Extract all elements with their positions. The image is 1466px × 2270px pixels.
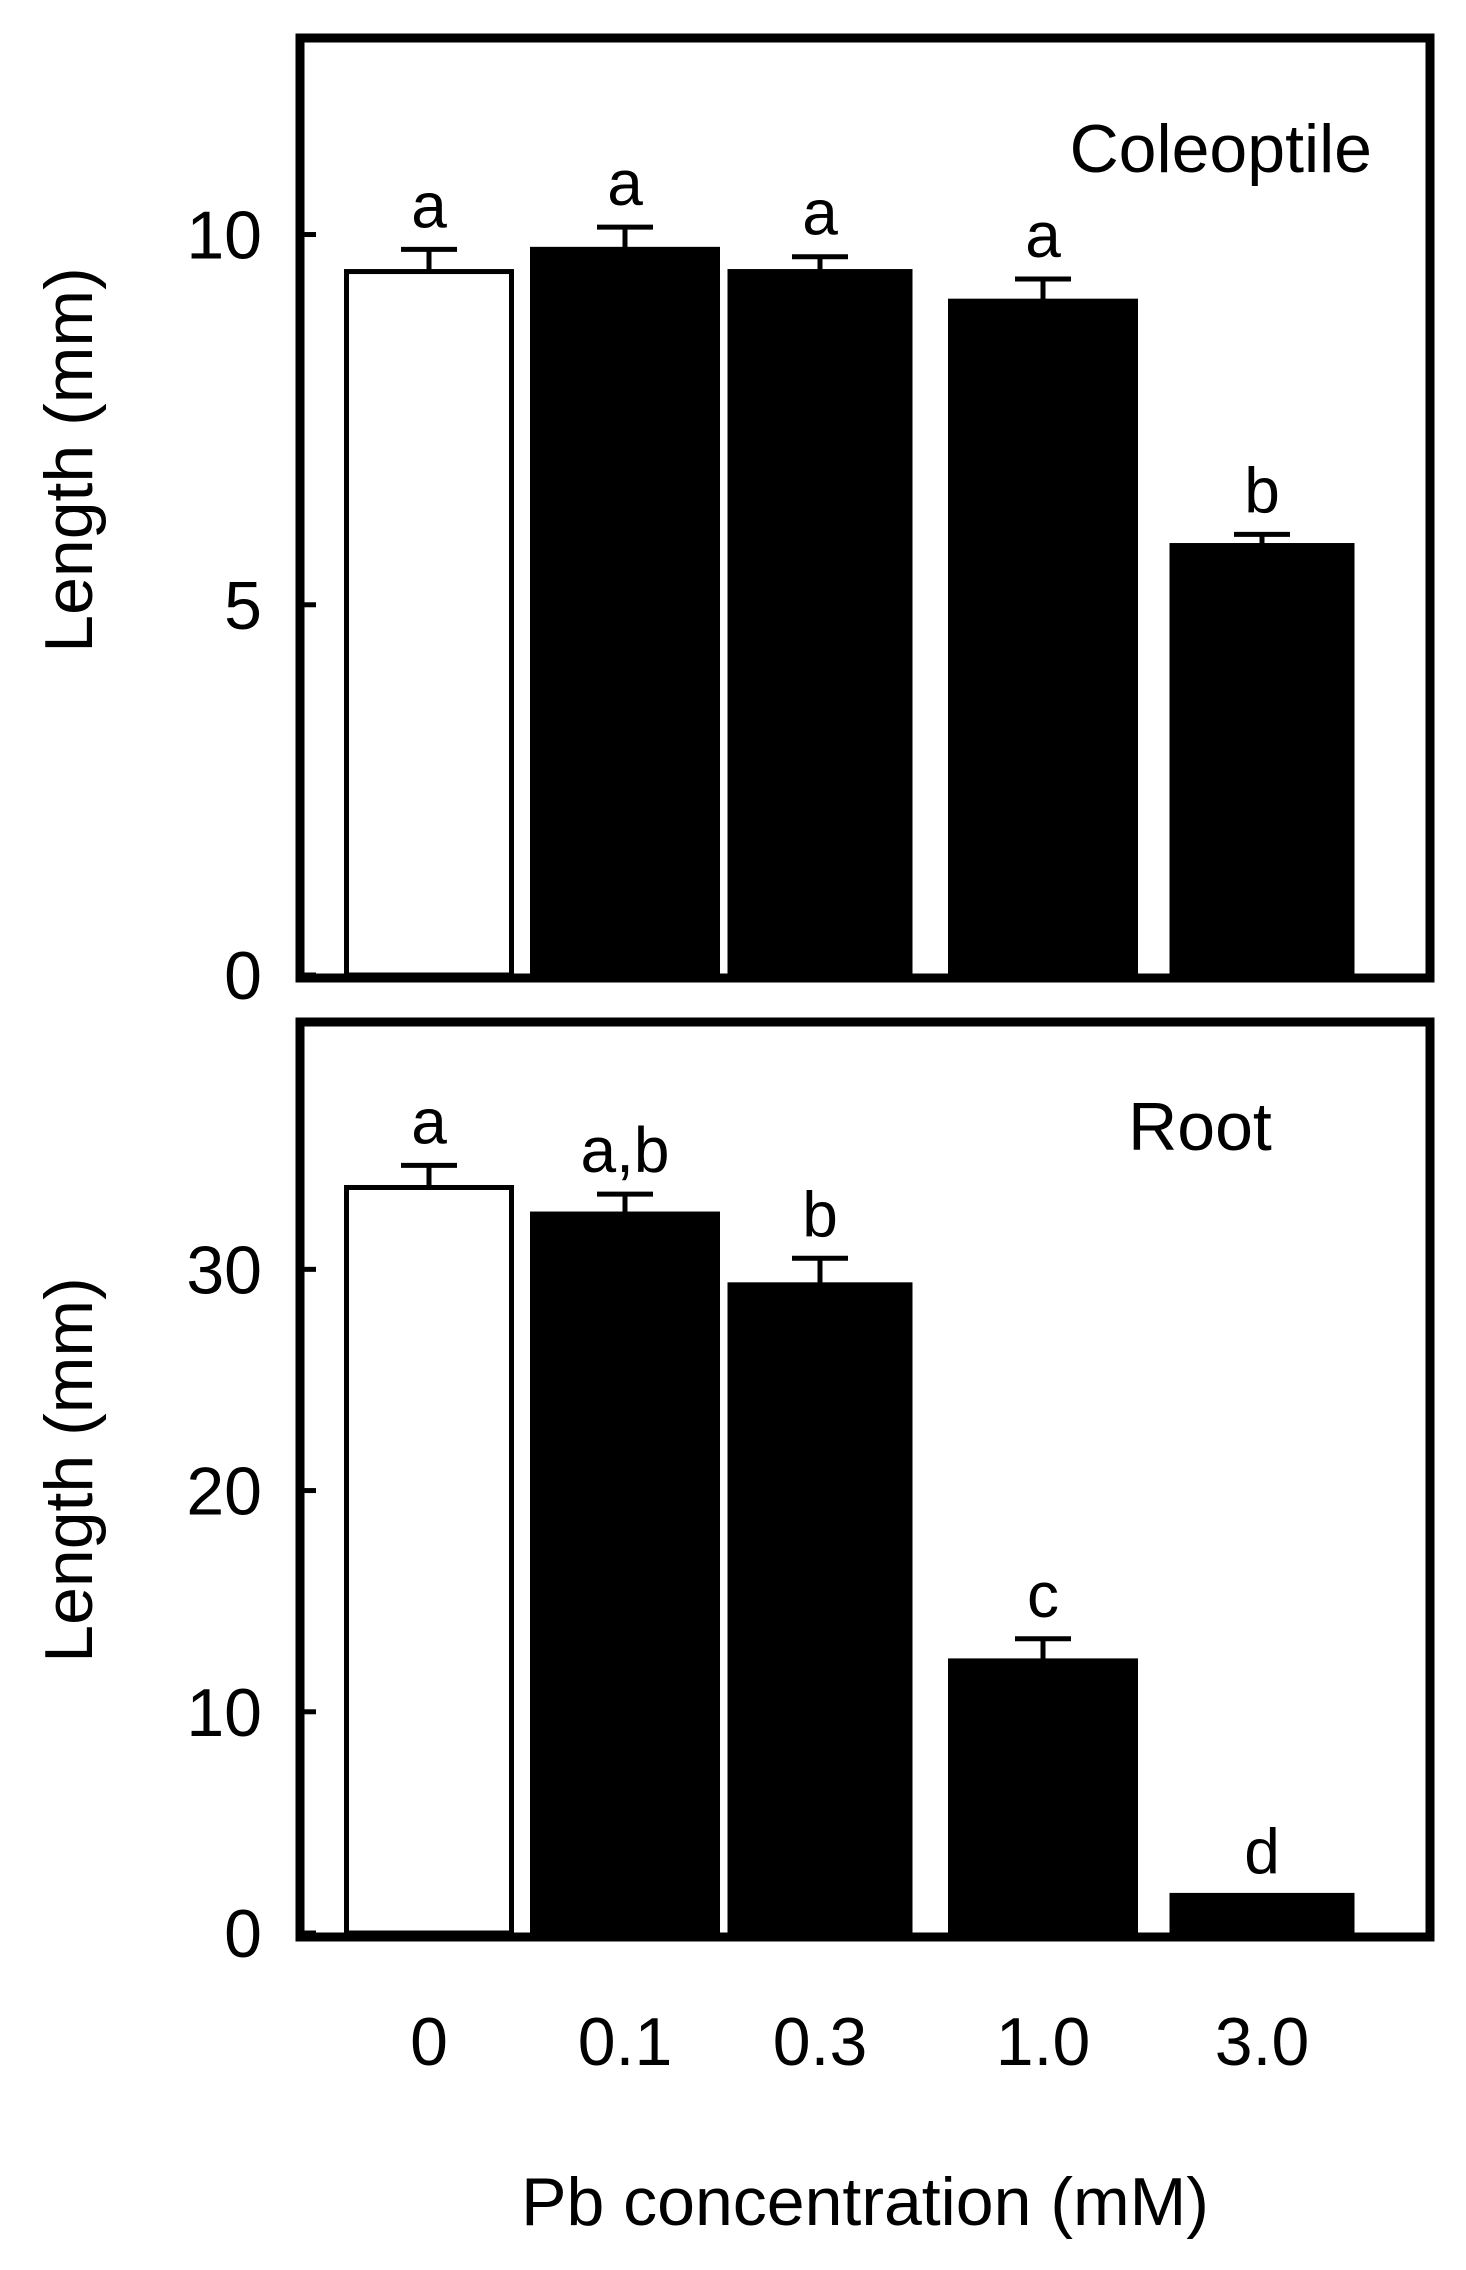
root-significance-label: d [1244, 1815, 1280, 1887]
x-tick-label: 0.3 [773, 2004, 868, 2080]
root-panel: a a,b b c d 0 10 20 30 0 0.1 0.3 1.0 3.0 Root Lengt… [31, 1017, 1435, 2240]
coleoptile-significance-label: a [411, 169, 447, 241]
coleoptile-bar [530, 246, 720, 978]
coleoptile-panel-label: Coleoptile [1070, 111, 1372, 187]
root-y-tick-label: 0 [224, 1896, 262, 1972]
coleoptile-bar [948, 298, 1138, 978]
coleoptile-bar [727, 269, 913, 978]
coleoptile-y-tick-label: 10 [186, 198, 262, 274]
coleoptile-bar [344, 269, 514, 978]
root-significance-label: a [411, 1085, 447, 1157]
root-bar [948, 1658, 1138, 1936]
coleoptile-y-ticks: 0 5 10 [186, 198, 316, 1014]
root-y-tick-label: 10 [186, 1675, 262, 1751]
coleoptile-plot-frame [295, 33, 1435, 983]
root-bars: a a,b b c d [344, 1085, 1355, 1936]
root-y-axis-title: Length (mm) [31, 1277, 107, 1662]
x-tick-label: 0.1 [578, 2004, 673, 2080]
x-tick-label: 0 [410, 2004, 448, 2080]
root-bar [727, 1282, 913, 1936]
root-bar [344, 1184, 514, 1936]
root-significance-label: a,b [581, 1114, 670, 1186]
coleoptile-significance-label: a [1025, 199, 1061, 271]
coleoptile-bar [1169, 543, 1355, 978]
root-plot-frame [295, 1017, 1435, 1942]
root-y-tick-label: 30 [186, 1232, 262, 1308]
x-tick-label: 1.0 [996, 2004, 1091, 2080]
coleoptile-y-tick-label: 0 [224, 938, 262, 1014]
root-panel-label: Root [1128, 1089, 1272, 1165]
x-axis-title: Pb concentration (mM) [521, 2164, 1209, 2240]
root-bar [1169, 1892, 1355, 1936]
coleoptile-y-tick-label: 5 [224, 568, 262, 644]
root-significance-label: c [1027, 1559, 1059, 1631]
x-tick-label: 3.0 [1215, 2004, 1310, 2080]
root-y-ticks: 0 10 20 30 [186, 1232, 316, 1972]
root-x-ticks: 0 0.1 0.3 1.0 3.0 [410, 2004, 1309, 2080]
root-y-tick-label: 20 [186, 1454, 262, 1530]
coleoptile-panel: a a a a b 0 5 10 Coleoptile Length (mm) [31, 33, 1435, 1014]
coleoptile-significance-label: b [1244, 454, 1280, 526]
coleoptile-bars: a a a a b [344, 147, 1355, 978]
root-bar [530, 1211, 720, 1936]
root-significance-label: b [802, 1178, 838, 1250]
coleoptile-significance-label: a [607, 147, 643, 219]
coleoptile-y-axis-title: Length (mm) [31, 267, 107, 652]
coleoptile-significance-label: a [802, 177, 838, 249]
